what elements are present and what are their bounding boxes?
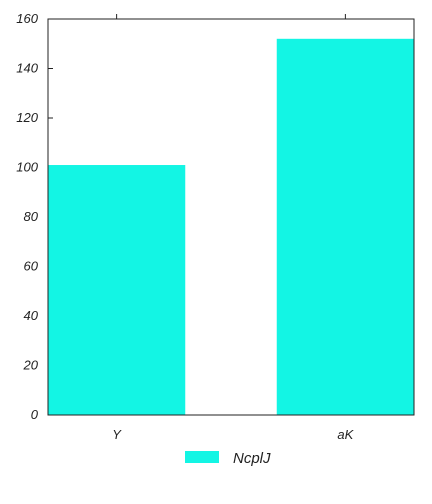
plot-frame — [47, 18, 415, 416]
y-tick-label: 20 — [23, 358, 39, 373]
x-tick-label: aK — [337, 427, 354, 442]
bar-aK — [276, 38, 414, 416]
y-tick-label: 100 — [16, 160, 38, 175]
bar-Y — [48, 165, 186, 415]
y-tick-label: 80 — [24, 209, 39, 224]
legend: NcplJ — [185, 450, 271, 467]
y-tick-label: 60 — [24, 259, 39, 274]
y-axis-ticks: 0 20 40 60 80 100 120 140 160 — [16, 11, 414, 422]
legend-label: NcplJ — [233, 450, 271, 467]
y-tick-label: 40 — [24, 308, 39, 323]
y-tick-label: 120 — [16, 110, 38, 125]
y-tick-label: 160 — [16, 11, 38, 26]
legend-swatch — [185, 451, 219, 463]
y-tick-label: 140 — [16, 61, 38, 76]
bars — [48, 38, 414, 416]
x-tick-label: Y — [112, 427, 122, 442]
y-tick-label: 0 — [31, 407, 39, 422]
